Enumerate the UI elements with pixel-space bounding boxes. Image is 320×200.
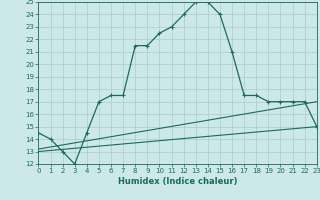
X-axis label: Humidex (Indice chaleur): Humidex (Indice chaleur) (118, 177, 237, 186)
